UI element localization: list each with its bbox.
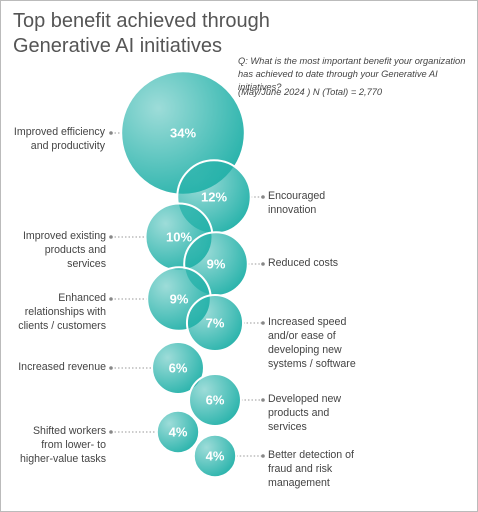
category-label: Enhanced relationships with clients / cu… <box>18 292 106 332</box>
connector-dot <box>261 321 265 325</box>
sample-note: (May/June 2024 ) N (Total) = 2,770 <box>238 87 383 97</box>
bubble <box>192 433 238 479</box>
bubble <box>151 341 205 395</box>
value-label: 12% <box>201 189 227 204</box>
value-label: 10% <box>166 229 192 244</box>
connector-dot <box>109 235 113 239</box>
category-label: Reduced costs <box>268 257 339 269</box>
value-label: 4% <box>206 448 225 463</box>
value-label: 34% <box>170 125 196 140</box>
category-label: Improved existing products and services <box>22 230 106 270</box>
category-label: Better detection of fraud and risk manag… <box>268 449 354 489</box>
category-label: Shifted workers from lower- to higher-va… <box>20 425 106 465</box>
bubble <box>188 373 242 427</box>
value-label: 7% <box>206 315 225 330</box>
connector-dot <box>261 195 265 199</box>
value-label: 6% <box>169 360 188 375</box>
question: Q: What is the most important benefit yo… <box>238 56 466 92</box>
category-label: Increased revenue <box>18 361 106 373</box>
category-label: Developed new products and services <box>268 393 342 433</box>
category-label: Improved efficiency and productivity <box>13 126 105 152</box>
connector-dot <box>261 454 265 458</box>
connector-dot <box>109 131 113 135</box>
category-label: Increased speed and/or ease of developin… <box>268 316 356 370</box>
connector-dot <box>109 366 113 370</box>
category-label: Encouraged innovation <box>268 190 326 216</box>
connector-dot <box>109 297 113 301</box>
value-label: 4% <box>169 424 188 439</box>
value-label: 9% <box>207 256 226 271</box>
connector-dot <box>261 398 265 402</box>
value-label: 6% <box>206 392 225 407</box>
bubble <box>155 409 201 455</box>
value-label: 9% <box>170 291 189 306</box>
bubble <box>185 293 245 353</box>
chart-title: Top benefit achieved through Generative … <box>13 10 270 57</box>
connector-dot <box>109 430 113 434</box>
connector-dot <box>261 262 265 266</box>
